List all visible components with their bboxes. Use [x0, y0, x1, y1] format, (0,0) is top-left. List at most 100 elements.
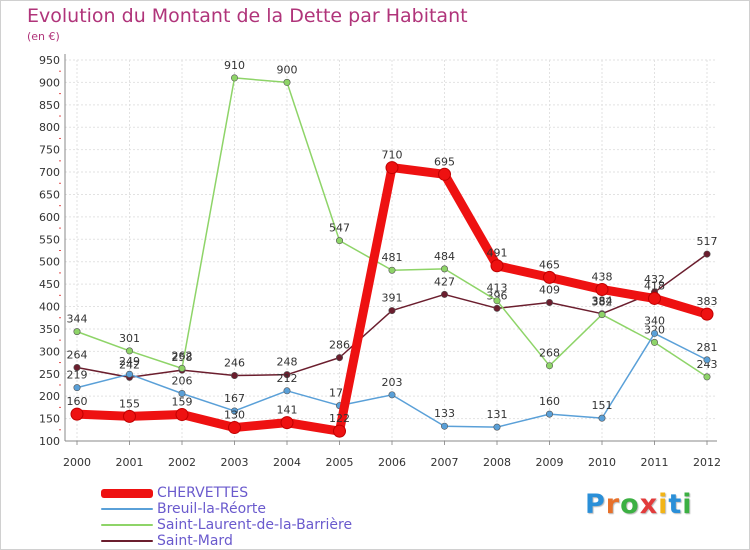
data-label: 391	[382, 292, 403, 305]
data-label: 160	[67, 395, 88, 408]
chart-subtitle: (en €)	[27, 30, 60, 43]
data-label: 243	[697, 358, 718, 371]
data-label: 695	[434, 155, 455, 168]
data-point	[231, 407, 239, 415]
data-point	[545, 362, 553, 370]
data-point	[335, 237, 343, 245]
y-tick-label: 650	[39, 188, 60, 201]
data-point	[123, 409, 136, 423]
data-point	[545, 410, 553, 418]
data-point	[283, 371, 291, 379]
data-label: 151	[592, 399, 613, 412]
data-label: 248	[277, 356, 298, 369]
data-label: 320	[644, 323, 665, 336]
y-tick-label: 800	[39, 121, 60, 134]
logo-letter: P	[585, 489, 606, 520]
plot-area	[65, 60, 717, 441]
x-tick-label: 2004	[273, 456, 301, 469]
logo-letter: o	[620, 489, 640, 520]
y-tick-label: 600	[39, 211, 60, 224]
data-point	[595, 282, 609, 296]
x-tick-label: 2010	[588, 456, 616, 469]
data-point	[73, 328, 81, 336]
data-label: 344	[67, 313, 88, 326]
y-tick-label: 900	[39, 76, 60, 89]
data-label: 281	[697, 341, 718, 354]
data-point	[490, 259, 504, 273]
y-tick-label: 150	[39, 413, 60, 426]
logo-letter: t	[668, 489, 683, 520]
x-tick-label: 2006	[378, 456, 406, 469]
data-label: 122	[329, 412, 350, 425]
y-tick-label: 950	[39, 54, 60, 67]
data-point	[228, 421, 241, 435]
data-label: 491	[487, 247, 508, 260]
data-point	[650, 329, 658, 337]
data-label: 249	[119, 355, 140, 368]
data-point	[543, 270, 556, 284]
data-point	[335, 354, 343, 362]
legend-swatch-saint-laurent	[101, 524, 153, 526]
data-label: 258	[172, 351, 193, 364]
y-tick-label: 450	[39, 278, 60, 291]
data-label: 383	[697, 295, 718, 308]
legend-item-saint-laurent: Saint-Laurent-de-la-Barrière	[101, 517, 352, 533]
data-point	[231, 74, 239, 82]
x-tick-label: 2002	[168, 456, 196, 469]
y-tick-label: 850	[39, 99, 60, 112]
data-point	[440, 422, 448, 430]
x-tick-label: 2009	[536, 456, 564, 469]
y-tick-label: 300	[39, 345, 60, 358]
data-point	[178, 389, 186, 397]
data-label: 432	[644, 273, 665, 286]
data-point	[280, 416, 294, 430]
data-label: 418	[644, 279, 665, 292]
data-label: 301	[119, 332, 140, 345]
data-point	[598, 311, 606, 319]
legend-label: Saint-Mard	[157, 533, 233, 549]
data-label: 481	[382, 251, 403, 264]
data-label: 710	[382, 149, 403, 162]
x-tick-label: 2008	[483, 456, 511, 469]
data-label: 133	[434, 407, 455, 420]
y-tick-label: 100	[39, 435, 60, 448]
data-point	[126, 370, 134, 378]
data-point	[175, 408, 189, 422]
x-tick-label: 2007	[431, 456, 459, 469]
logo-letter: i	[658, 489, 669, 520]
data-point	[545, 298, 553, 306]
data-label: 382	[592, 296, 613, 309]
chart-title: Evolution du Montant de la Dette par Hab…	[27, 5, 468, 27]
legend-swatch-saint-mard	[101, 540, 153, 542]
legend-label: CHERVETTES	[157, 485, 249, 501]
chart-legend: CHERVETTES Breuil-la-Réorte Saint-Lauren…	[101, 485, 352, 549]
y-tick-label: 350	[39, 323, 60, 336]
logo-letter: x	[639, 489, 659, 520]
data-point	[333, 424, 346, 438]
data-label: 159	[172, 396, 193, 409]
data-label: 409	[539, 283, 560, 296]
y-tick-label: 750	[39, 144, 60, 157]
y-tick-label: 200	[39, 390, 60, 403]
data-point	[283, 387, 291, 395]
legend-item-chervettes: CHERVETTES	[101, 485, 352, 501]
data-point	[440, 265, 448, 273]
x-tick-label: 2003	[221, 456, 249, 469]
data-point	[126, 347, 134, 355]
data-label: 212	[277, 372, 298, 385]
legend-swatch-breuil	[101, 508, 153, 510]
legend-item-saint-mard: Saint-Mard	[101, 533, 352, 549]
data-label: 130	[224, 409, 245, 422]
data-point	[493, 297, 501, 305]
data-label: 167	[224, 392, 245, 405]
logo-letter: r	[605, 489, 621, 520]
y-tick-label: 500	[39, 256, 60, 269]
data-point	[438, 167, 451, 181]
data-label: 384	[592, 295, 613, 308]
data-point	[73, 363, 81, 371]
y-tick-label: 250	[39, 368, 60, 381]
data-label: 427	[434, 275, 455, 288]
data-label: 131	[487, 408, 508, 421]
data-point	[703, 356, 711, 364]
